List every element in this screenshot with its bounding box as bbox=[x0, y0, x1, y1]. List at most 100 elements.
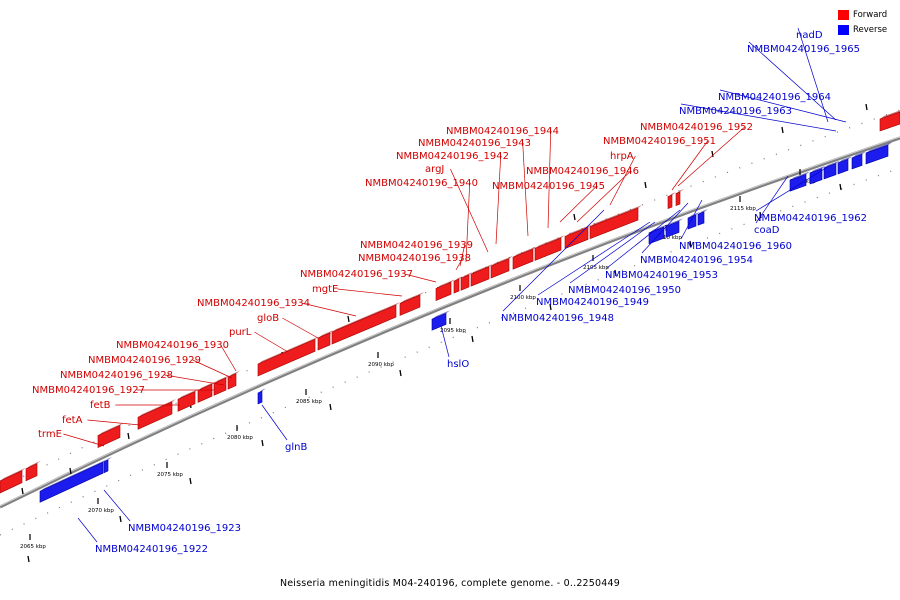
reverse-gene-block bbox=[103, 459, 109, 474]
forward-track-tick bbox=[711, 150, 714, 158]
forward-leader-line bbox=[465, 182, 471, 263]
reverse-leader-line bbox=[755, 167, 827, 212]
reverse-gene-block bbox=[257, 390, 263, 405]
forward-gene-block-top bbox=[471, 263, 493, 275]
forward-leader-line bbox=[450, 168, 489, 253]
reverse-gene-block bbox=[865, 144, 889, 165]
forward-gene-block bbox=[177, 391, 196, 412]
genome-backbone bbox=[0, 136, 900, 509]
legend-reverse: Reverse bbox=[838, 23, 900, 36]
reverse-gene-block-top bbox=[104, 456, 112, 462]
reverse-leader-line bbox=[103, 489, 131, 522]
forward-gene-block-top bbox=[0, 467, 26, 481]
forward-gene-block-top bbox=[513, 246, 537, 258]
forward-leader-line bbox=[609, 155, 636, 206]
reverse-leader-line bbox=[680, 199, 703, 240]
forward-gene-block bbox=[97, 424, 121, 448]
forward-gene-block bbox=[197, 383, 213, 403]
forward-leader-line bbox=[459, 244, 466, 267]
forward-gene-label-nmbm04240196-1930: NMBM04240196_1930 bbox=[116, 340, 229, 351]
reverse-gene-block bbox=[431, 312, 447, 331]
reverse-gene-block bbox=[837, 158, 849, 175]
reverse-gene-label-nmbm04240196-1962: NMBM04240196_1962 bbox=[754, 213, 867, 224]
tick-label: 2090 kbp bbox=[368, 362, 394, 368]
reverse-gene-label-hslo: hslO bbox=[447, 359, 469, 370]
forward-gene-block-top bbox=[491, 255, 513, 267]
forward-leader-line bbox=[671, 140, 708, 191]
reverse-gene-label-glnb: glnB bbox=[285, 442, 307, 453]
reverse-leader-line bbox=[440, 325, 450, 358]
forward-gene-label-nmbm04240196-1927: NMBM04240196_1927 bbox=[32, 385, 145, 396]
reverse-gene-block-top bbox=[40, 459, 107, 492]
reverse-gene-label-coad: coaD bbox=[754, 225, 780, 236]
forward-gene-block-top bbox=[461, 271, 473, 279]
legend: Forward Reverse bbox=[838, 8, 900, 38]
forward-gene-label-glob: gloB bbox=[257, 313, 279, 324]
forward-leader-line bbox=[301, 302, 357, 317]
forward-gene-label-feta: fetA bbox=[62, 415, 83, 426]
reverse-track-tick bbox=[189, 477, 192, 485]
forward-leader-line bbox=[164, 374, 225, 386]
forward-gene-block bbox=[667, 194, 673, 210]
forward-leader-line bbox=[282, 317, 319, 339]
forward-gene-label-nmbm04240196-1934: NMBM04240196_1934 bbox=[197, 298, 310, 309]
tick-label: 2065 kbp bbox=[20, 544, 46, 550]
reverse-gene-block-top bbox=[838, 156, 852, 163]
forward-gene-block-top bbox=[138, 398, 176, 418]
legend-forward-label: Forward bbox=[853, 9, 888, 20]
forward-gene-block-top bbox=[198, 381, 216, 391]
forward-gene-block-top bbox=[565, 224, 592, 237]
reverse-gene-block-top bbox=[258, 388, 266, 393]
reverse-gene-label-nmbm04240196-1950: NMBM04240196_1950 bbox=[568, 285, 681, 296]
forward-gene-block-top bbox=[535, 235, 565, 249]
forward-gene-label-nmbm04240196-1942: NMBM04240196_1942 bbox=[396, 151, 509, 162]
forward-gene-label-mgte: mgtE bbox=[312, 284, 338, 295]
forward-gene-label-argj: argJ bbox=[425, 164, 444, 175]
forward-gene-label-nmbm04240196-1938: NMBM04240196_1938 bbox=[358, 253, 471, 264]
forward-gene-block-top bbox=[178, 388, 199, 400]
genome-caption: Neisseria meningitidis M04-240196, compl… bbox=[279, 578, 621, 589]
forward-gene-label-nmbm04240196-1937: NMBM04240196_1937 bbox=[300, 269, 413, 280]
forward-track-tick bbox=[21, 487, 24, 495]
tick-label: 2115 kbp bbox=[730, 206, 756, 212]
reverse-gene-block bbox=[789, 173, 807, 192]
reverse-leader-line bbox=[569, 221, 656, 284]
forward-swatch bbox=[838, 9, 849, 20]
forward-gene-label-nmbm04240196-1929: NMBM04240196_1929 bbox=[88, 355, 201, 366]
reverse-gene-label-nmbm04240196-1923: NMBM04240196_1923 bbox=[128, 523, 241, 534]
tick-label: 2070 kbp bbox=[88, 508, 114, 514]
reverse-track-tick bbox=[399, 369, 402, 377]
forward-gene-block-top bbox=[400, 292, 424, 304]
forward-track-dots bbox=[0, 109, 900, 489]
reverse-track-tick bbox=[839, 183, 842, 191]
forward-leader-line bbox=[522, 142, 529, 237]
forward-leader-line bbox=[547, 130, 552, 229]
forward-leader-line bbox=[87, 419, 141, 426]
forward-leader-line bbox=[192, 359, 233, 379]
forward-track-tick bbox=[865, 103, 868, 111]
tick-label: 2110 kbp bbox=[656, 235, 682, 241]
forward-leader-line bbox=[559, 185, 597, 223]
reverse-gene-block bbox=[809, 168, 823, 185]
forward-gene-label-nmbm04240196-1928: NMBM04240196_1928 bbox=[60, 370, 173, 381]
reverse-leader-line bbox=[502, 209, 605, 312]
reverse-track-tick bbox=[261, 439, 264, 447]
forward-track-tick bbox=[781, 126, 784, 134]
reverse-gene-label-nmbm04240196-1922: NMBM04240196_1922 bbox=[95, 544, 208, 555]
forward-gene-label-nmbm04240196-1943: NMBM04240196_1943 bbox=[418, 138, 531, 149]
forward-gene-block bbox=[460, 274, 470, 291]
reverse-gene-label-nmbm04240196-1964: NMBM04240196_1964 bbox=[718, 92, 831, 103]
forward-gene-label-nmbm04240196-1946: NMBM04240196_1946 bbox=[526, 166, 639, 177]
forward-gene-block bbox=[213, 377, 227, 396]
reverse-track-tick bbox=[471, 335, 474, 343]
forward-track-tick bbox=[127, 432, 130, 440]
forward-leader-line bbox=[337, 288, 403, 297]
reverse-gene-block-top bbox=[432, 310, 450, 320]
reverse-track-tick bbox=[759, 211, 762, 219]
tick-label: 2100 kbp bbox=[510, 295, 536, 301]
forward-gene-block bbox=[331, 304, 397, 345]
reverse-leader-line bbox=[641, 202, 689, 254]
reverse-gene-label-nmbm04240196-1949: NMBM04240196_1949 bbox=[536, 297, 649, 308]
reverse-track-tick bbox=[689, 240, 692, 248]
forward-gene-block-top bbox=[98, 422, 124, 436]
